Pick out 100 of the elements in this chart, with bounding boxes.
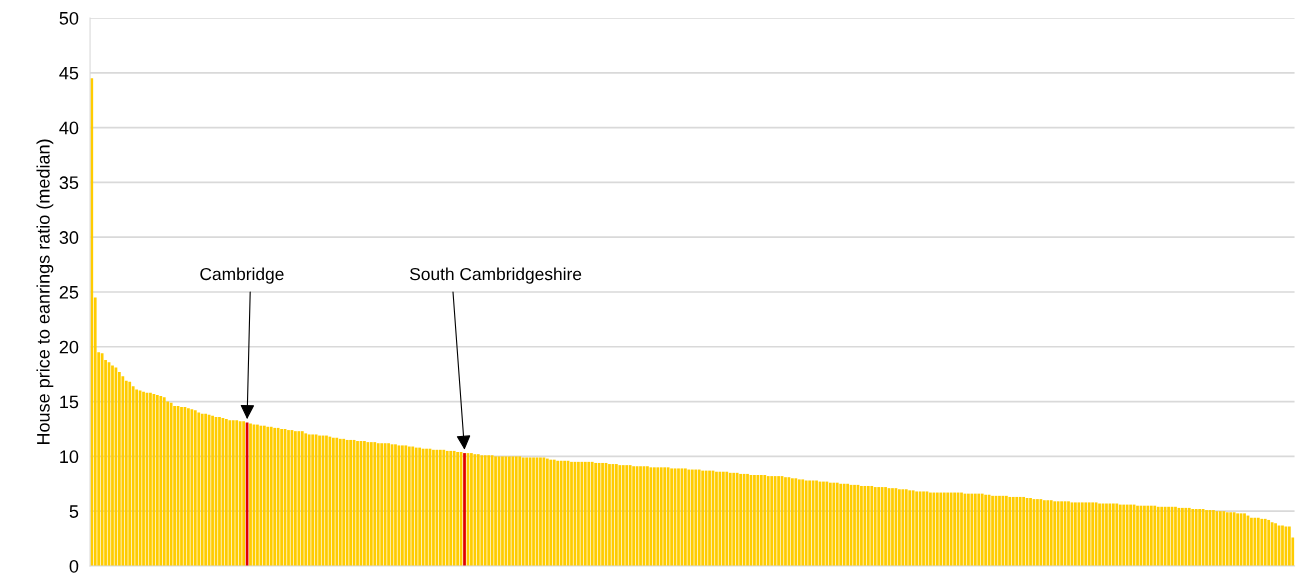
bar	[1077, 502, 1081, 566]
bar	[1267, 519, 1271, 566]
bar	[1036, 499, 1039, 566]
bar	[256, 424, 259, 566]
bar	[131, 386, 135, 566]
bar	[1274, 523, 1277, 566]
bar	[759, 475, 763, 566]
bar	[922, 491, 925, 566]
bar	[549, 459, 553, 566]
bar	[908, 490, 912, 566]
bar	[973, 493, 977, 566]
bar	[1222, 511, 1226, 566]
bar	[898, 489, 901, 566]
bar	[797, 479, 801, 566]
bar	[456, 451, 459, 566]
bar	[870, 485, 874, 566]
bar	[967, 493, 970, 566]
bar	[508, 456, 511, 566]
bar	[1143, 505, 1146, 566]
bar	[904, 489, 908, 566]
bar	[901, 489, 905, 566]
bar	[873, 487, 877, 566]
bar	[628, 465, 632, 566]
bar	[884, 487, 887, 566]
bar	[659, 467, 663, 566]
bar	[273, 427, 277, 566]
bar	[853, 484, 856, 566]
bar	[1149, 505, 1153, 566]
bar	[539, 457, 542, 566]
y-tick-label: 25	[59, 285, 79, 299]
bar	[404, 445, 408, 566]
bar	[473, 454, 477, 566]
y-tick-label: 20	[59, 340, 79, 354]
bar	[570, 461, 573, 566]
bar	[218, 416, 221, 566]
bar	[877, 487, 881, 566]
bar	[1181, 507, 1184, 566]
bar	[118, 371, 121, 566]
bar	[577, 461, 580, 566]
bar	[159, 396, 163, 566]
bar	[187, 408, 190, 566]
bar	[276, 427, 280, 566]
bar	[335, 437, 339, 566]
y-tick-label: 40	[59, 121, 79, 135]
bar	[345, 439, 349, 566]
bar	[1080, 502, 1084, 566]
bar	[1136, 505, 1139, 566]
bar	[1187, 507, 1191, 566]
bar	[552, 459, 556, 566]
bar	[949, 492, 953, 566]
bar	[1253, 517, 1257, 566]
bar	[521, 457, 525, 566]
bar	[394, 444, 397, 566]
bar	[670, 468, 673, 566]
bar	[197, 412, 201, 566]
bar	[149, 392, 152, 566]
bar	[169, 402, 173, 566]
bar	[432, 449, 435, 566]
bar	[891, 488, 894, 566]
bar	[1015, 496, 1019, 566]
bar	[970, 493, 974, 566]
bar	[1174, 506, 1177, 566]
bar	[929, 492, 932, 566]
bar	[1098, 503, 1101, 566]
bar	[490, 455, 494, 566]
bar	[297, 431, 301, 566]
bar	[563, 460, 566, 566]
bar	[318, 435, 321, 566]
bar	[1160, 506, 1164, 566]
bar	[193, 410, 197, 566]
bar	[342, 438, 346, 566]
bar	[1194, 508, 1198, 566]
bar	[411, 446, 415, 566]
bar	[1146, 505, 1150, 566]
bar	[356, 441, 359, 566]
y-tick-label: 0	[69, 559, 79, 573]
bar	[387, 443, 390, 566]
bar	[1281, 525, 1284, 566]
bar	[180, 407, 183, 566]
bar	[559, 460, 563, 566]
bar	[804, 480, 808, 566]
bar	[753, 475, 756, 566]
bar	[307, 434, 311, 566]
bar	[249, 423, 252, 566]
bar	[494, 456, 497, 566]
bar	[476, 454, 480, 566]
bar	[511, 456, 515, 566]
bar	[483, 455, 487, 566]
bar	[846, 483, 849, 566]
bar	[383, 443, 387, 566]
bar	[349, 439, 352, 566]
bar	[784, 477, 787, 566]
bar	[608, 464, 611, 566]
bar	[663, 467, 667, 566]
bar	[376, 443, 380, 566]
bar	[1167, 506, 1170, 566]
bar	[866, 485, 870, 566]
bar	[725, 471, 729, 566]
bar	[1184, 507, 1188, 566]
bar	[487, 455, 491, 566]
